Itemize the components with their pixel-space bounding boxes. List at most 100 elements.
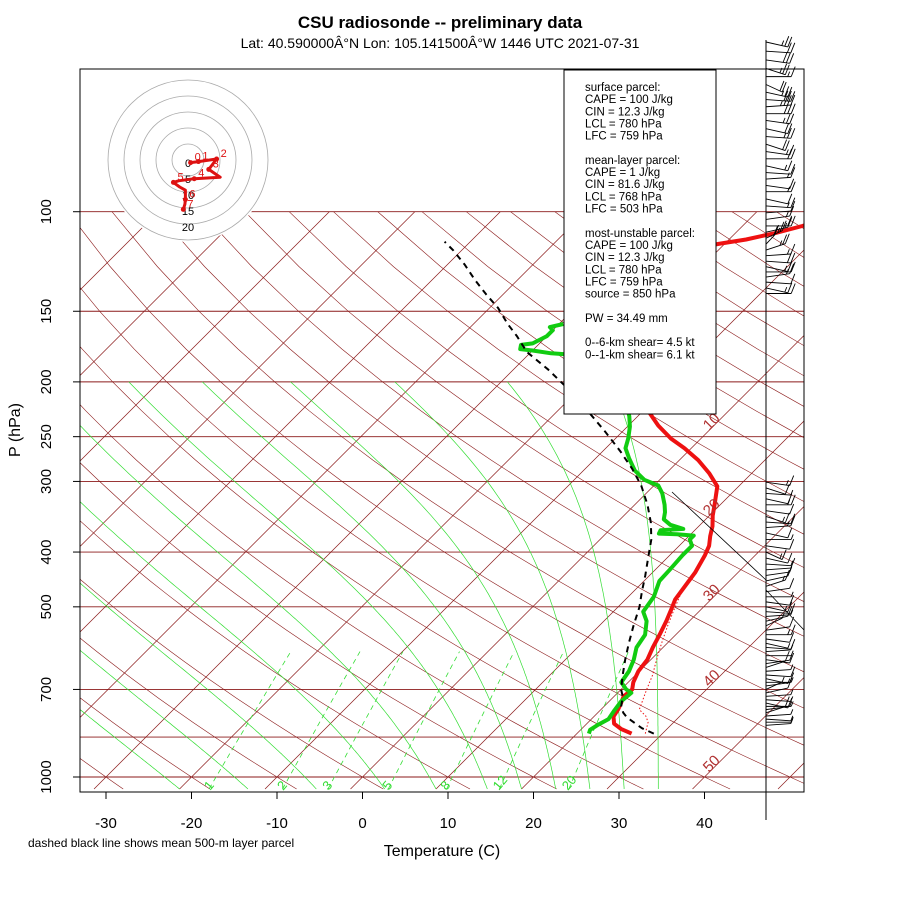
wind-barb — [765, 595, 795, 606]
wind-barb — [765, 263, 795, 278]
isotherm-40 — [692, 677, 804, 790]
wind-barb — [766, 494, 796, 506]
isotherm-label: 30 — [700, 581, 724, 605]
info-line: CAPE = 1 J/kg — [585, 167, 660, 179]
wind-barb — [765, 160, 793, 172]
info-line: PW = 34.49 mm — [585, 313, 668, 325]
wind-barb — [765, 527, 793, 539]
hodograph-point — [195, 159, 201, 165]
info-line: source = 850 hPa — [585, 289, 676, 301]
info-line: LFC = 503 hPa — [585, 204, 663, 216]
wind-barb — [765, 94, 796, 108]
info-line — [585, 216, 588, 228]
hodograph-ring-label: 0 — [185, 158, 191, 170]
wind-barb — [765, 127, 796, 139]
wind-barb — [765, 515, 796, 528]
info-line: LCL = 780 hPa — [585, 264, 662, 276]
wind-barb — [766, 283, 796, 294]
moist-adiabat — [128, 381, 488, 790]
dry-adiabat — [80, 697, 211, 790]
dry-adiabat — [421, 211, 804, 470]
dry-adiabat — [80, 578, 384, 790]
wind-barb — [765, 642, 791, 649]
parcel-profile — [443, 240, 655, 735]
wind-barb — [765, 709, 794, 717]
dry-adiabat — [333, 211, 804, 535]
dry-adiabat — [244, 211, 804, 602]
wind-barb — [765, 475, 795, 487]
moist-adiabat — [80, 582, 317, 790]
isotherm-0 — [350, 335, 804, 790]
isotherm--100 — [0, 212, 73, 789]
x-tick-label: -20 — [181, 815, 203, 832]
moist-adiabat — [80, 501, 385, 790]
y-tick-label: 300 — [38, 469, 55, 494]
wind-barb — [766, 624, 796, 636]
wind-barb — [766, 103, 796, 115]
isotherm--60 — [80, 211, 416, 547]
wind-barb — [765, 42, 796, 54]
chart-title: CSU radiosonde -- preliminary data — [298, 13, 583, 32]
moist-adiabat — [507, 381, 625, 789]
wind-barb — [765, 606, 793, 622]
hodograph-ring-label: 20 — [182, 222, 194, 234]
info-line — [585, 325, 588, 337]
x-tick-label: -10 — [266, 815, 288, 832]
wind-barb — [765, 193, 793, 205]
wind-barb — [765, 632, 795, 643]
chart-subtitle: Lat: 40.590000Â°N Lon: 105.141500Â°W 144… — [241, 35, 640, 51]
info-line — [585, 301, 588, 313]
wind-barb — [765, 569, 790, 587]
x-tick-label: 30 — [611, 815, 628, 832]
hodograph-point — [182, 197, 188, 203]
wind-barb — [765, 139, 790, 151]
hodograph-point — [188, 160, 194, 166]
dry-adiabat — [288, 211, 804, 568]
wind-barb — [765, 552, 793, 564]
wind-barb — [765, 80, 787, 93]
wind-barb — [765, 224, 780, 245]
isotherm-20 — [521, 506, 804, 790]
wind-barb-column — [671, 36, 805, 820]
x-tick-label: 40 — [696, 815, 713, 832]
y-tick-label: 100 — [38, 199, 55, 224]
dry-adiabat — [111, 211, 804, 709]
dry-adiabat — [80, 404, 644, 790]
info-box-text: surface parcel: CAPE = 100 J/kg CIN = 12.3… — [585, 82, 695, 361]
dry-adiabat — [200, 211, 804, 637]
virtual-temperature-profile — [638, 580, 688, 734]
info-line: LFC = 759 hPa — [585, 131, 663, 143]
moist-adiabat — [202, 381, 522, 790]
mixing-ratio-line — [499, 651, 564, 790]
hodograph-point — [214, 156, 220, 162]
wind-barb — [766, 66, 796, 78]
barb-guide-line — [671, 491, 805, 631]
isotherm-label: 40 — [700, 667, 724, 691]
hodograph-point — [180, 206, 186, 212]
moist-adiabat — [610, 381, 659, 789]
y-tick-label: 1000 — [38, 760, 55, 793]
y-tick-label: 500 — [38, 594, 55, 619]
isotherm-label: 50 — [700, 752, 724, 776]
isotherm--90 — [80, 211, 159, 291]
mixing-ratio-line — [208, 651, 292, 790]
x-tick-label: 20 — [525, 815, 542, 832]
hodograph-ring — [139, 111, 237, 209]
hodograph-trace: 0 1 234 567 — [170, 148, 227, 212]
dry-adiabat — [0, 212, 37, 789]
wind-barb — [765, 252, 796, 264]
info-line: CIN = 12.3 J/kg — [585, 252, 665, 264]
wind-barb — [765, 90, 796, 102]
y-tick-label: 700 — [38, 677, 55, 702]
wind-barb — [765, 676, 785, 690]
mixing-ratio-label: 12 — [490, 772, 511, 793]
y-tick-label: 200 — [38, 369, 55, 394]
x-tick-label: 0 — [358, 815, 366, 832]
wind-barb — [766, 677, 794, 683]
info-line: LCL = 780 hPa — [585, 118, 662, 130]
mixing-ratio-line — [282, 651, 361, 790]
mixing-ratio-label: 20 — [559, 772, 580, 793]
